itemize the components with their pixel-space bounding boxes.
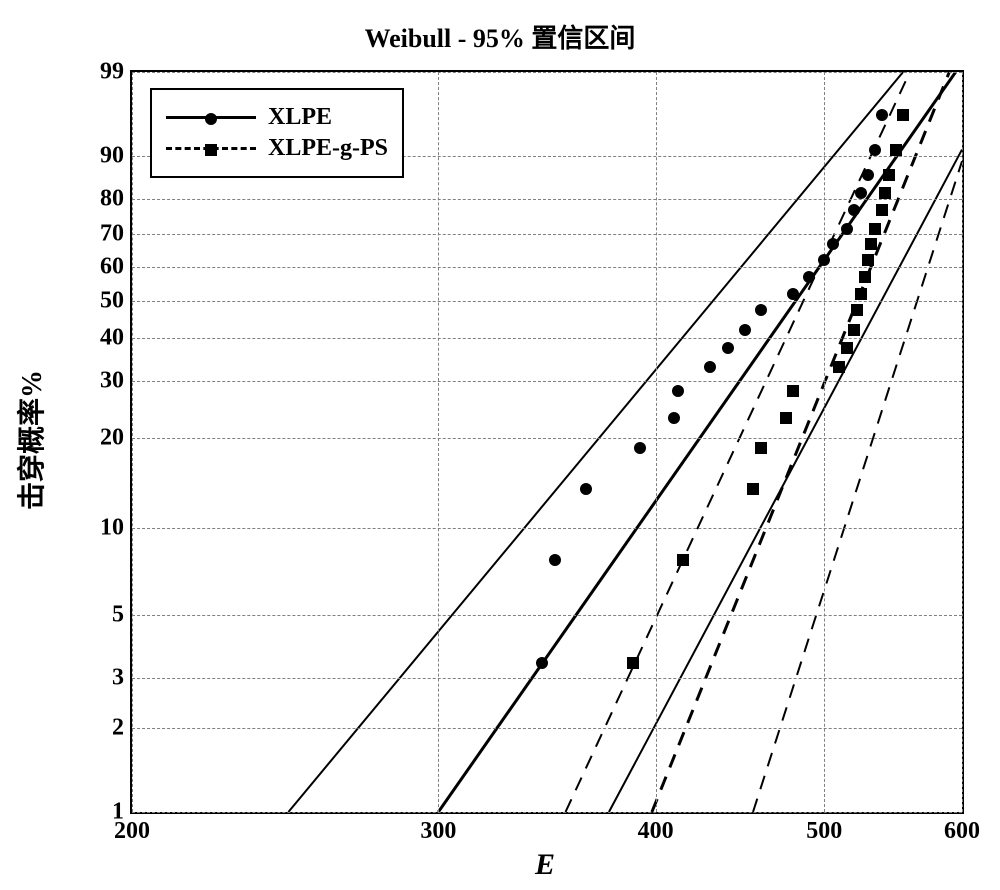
legend-line xyxy=(166,147,256,150)
data-point-square xyxy=(876,204,888,216)
fit-line xyxy=(288,72,903,812)
legend: XLPE XLPE-g-PS xyxy=(150,88,404,178)
data-point-circle xyxy=(634,442,646,454)
weibull-chart: Weibull - 95% 置信区间 123510203040506070809… xyxy=(0,0,1000,890)
plot-area: 123510203040506070809099200300400500600 xyxy=(130,70,964,814)
line-layer xyxy=(132,72,962,812)
data-point-square xyxy=(859,271,871,283)
y-tick-label: 20 xyxy=(100,424,132,451)
grid-h xyxy=(132,234,962,235)
grid-h xyxy=(132,338,962,339)
data-point-circle xyxy=(869,144,881,156)
data-point-square xyxy=(869,223,881,235)
x-tick-label: 500 xyxy=(806,812,842,845)
data-point-circle xyxy=(704,361,716,373)
data-point-circle xyxy=(827,238,839,250)
grid-h xyxy=(132,528,962,529)
data-point-circle xyxy=(549,554,561,566)
grid-v xyxy=(962,72,963,812)
x-tick-label: 400 xyxy=(638,812,674,845)
data-point-square xyxy=(833,361,845,373)
data-point-circle xyxy=(862,169,874,181)
data-point-square xyxy=(865,238,877,250)
data-point-circle xyxy=(841,223,853,235)
data-point-square xyxy=(851,304,863,316)
data-point-circle xyxy=(876,109,888,121)
y-tick-label: 90 xyxy=(100,142,132,169)
data-point-circle xyxy=(818,254,830,266)
x-tick-label: 200 xyxy=(114,812,150,845)
y-tick-label: 5 xyxy=(112,602,132,629)
grid-v xyxy=(656,72,657,812)
legend-label: XLPE-g-PS xyxy=(268,135,388,162)
grid-v xyxy=(438,72,439,812)
data-point-square xyxy=(627,657,639,669)
data-point-square xyxy=(747,483,759,495)
x-tick-label: 300 xyxy=(420,812,456,845)
y-tick-label: 80 xyxy=(100,185,132,212)
y-tick-label: 10 xyxy=(100,515,132,542)
data-point-circle xyxy=(803,271,815,283)
data-point-circle xyxy=(536,657,548,669)
chart-title: Weibull - 95% 置信区间 xyxy=(0,18,1000,55)
y-tick-label: 50 xyxy=(100,287,132,314)
grid-h xyxy=(132,728,962,729)
fit-line xyxy=(753,161,962,812)
y-tick-label: 99 xyxy=(100,59,132,86)
grid-v xyxy=(132,72,133,812)
grid-h xyxy=(132,199,962,200)
grid-h xyxy=(132,615,962,616)
x-axis-label: E xyxy=(535,848,555,882)
y-axis-label: 击穿概率% xyxy=(10,370,50,510)
legend-marker-circle-icon xyxy=(205,113,217,125)
y-tick-label: 60 xyxy=(100,253,132,280)
data-point-square xyxy=(890,144,902,156)
y-tick-label: 70 xyxy=(100,221,132,248)
legend-marker-square-icon xyxy=(205,144,217,156)
data-point-circle xyxy=(668,412,680,424)
fit-line xyxy=(652,72,949,812)
legend-line xyxy=(166,116,256,119)
grid-h xyxy=(132,678,962,679)
data-point-circle xyxy=(755,304,767,316)
data-point-square xyxy=(755,442,767,454)
data-point-circle xyxy=(739,324,751,336)
data-point-square xyxy=(855,288,867,300)
data-point-circle xyxy=(580,483,592,495)
data-point-square xyxy=(883,169,895,181)
grid-h xyxy=(132,301,962,302)
data-point-square xyxy=(879,187,891,199)
data-point-square xyxy=(780,412,792,424)
grid-h xyxy=(132,267,962,268)
grid-h xyxy=(132,72,962,73)
legend-row: XLPE xyxy=(166,104,388,131)
data-point-square xyxy=(787,385,799,397)
y-tick-label: 3 xyxy=(112,665,132,692)
data-point-square xyxy=(677,554,689,566)
data-point-square xyxy=(897,109,909,121)
data-point-circle xyxy=(787,288,799,300)
y-tick-label: 2 xyxy=(112,714,132,741)
data-point-square xyxy=(862,254,874,266)
data-point-circle xyxy=(848,204,860,216)
legend-row: XLPE-g-PS xyxy=(166,135,388,162)
data-point-circle xyxy=(855,187,867,199)
fit-line xyxy=(566,72,910,812)
legend-label: XLPE xyxy=(268,104,332,131)
data-point-circle xyxy=(672,385,684,397)
y-tick-label: 30 xyxy=(100,367,132,394)
y-tick-label: 40 xyxy=(100,324,132,351)
data-point-square xyxy=(848,324,860,336)
grid-h xyxy=(132,381,962,382)
data-point-circle xyxy=(722,342,734,354)
grid-h xyxy=(132,438,962,439)
data-point-square xyxy=(841,342,853,354)
grid-v xyxy=(824,72,825,812)
fit-line xyxy=(609,150,962,812)
x-tick-label: 600 xyxy=(944,812,980,845)
fit-line xyxy=(438,72,955,812)
